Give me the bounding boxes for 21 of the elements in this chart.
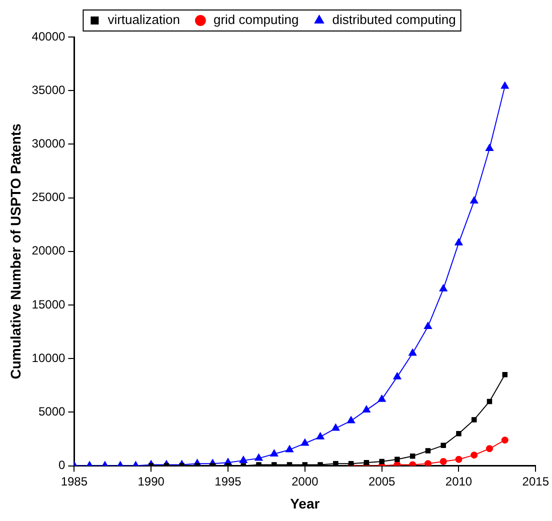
x-tick-label: 1985: [60, 474, 88, 488]
x-tick-label: 2010: [445, 474, 472, 488]
legend-label: grid computing: [213, 12, 299, 28]
x-tick-label: 1990: [138, 474, 165, 488]
y-tick-label: 10000: [32, 350, 66, 365]
x-tick-label: 2015: [522, 474, 550, 488]
y-axis-title: Cumulative Number of USPTO Patents: [7, 123, 24, 380]
y-tick-label: 25000: [32, 190, 66, 204]
y-tick-label: 30000: [32, 136, 66, 151]
legend-label: virtualization: [108, 12, 180, 28]
legend-label: distributed computing: [332, 12, 456, 28]
y-tick-label: 20000: [32, 244, 66, 258]
x-tick-label: 2005: [368, 474, 396, 488]
y-tick-label: 0: [58, 458, 66, 472]
x-axis-title: Year: [290, 495, 320, 512]
y-tick-label: 40000: [32, 29, 66, 44]
y-tick-label: 35000: [32, 82, 66, 97]
y-tick-label: 15000: [32, 297, 66, 312]
y-tick-label: 5000: [38, 404, 66, 419]
x-tick-label: 1995: [214, 474, 242, 488]
x-tick-label: 2000: [292, 474, 319, 488]
